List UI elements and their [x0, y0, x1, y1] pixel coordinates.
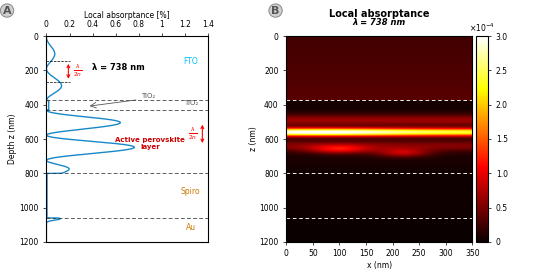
- X-axis label: x (nm): x (nm): [367, 261, 392, 270]
- Title: $\times10^{-4}$: $\times10^{-4}$: [469, 22, 495, 34]
- Y-axis label: Depth z (nm): Depth z (nm): [8, 114, 16, 164]
- Text: TiO₂: TiO₂: [141, 93, 156, 99]
- Title: Local absorptance: Local absorptance: [329, 9, 430, 19]
- Text: Au: Au: [186, 223, 196, 232]
- Text: B: B: [271, 6, 280, 16]
- Text: Spiro: Spiro: [181, 187, 200, 196]
- Text: $\frac{\lambda}{2n}$: $\frac{\lambda}{2n}$: [73, 63, 82, 80]
- Y-axis label: z (nm): z (nm): [249, 126, 258, 152]
- Text: Active perovskite
layer: Active perovskite layer: [115, 137, 185, 150]
- Text: FTO: FTO: [183, 56, 198, 66]
- Text: λ = 738 nm: λ = 738 nm: [92, 63, 144, 71]
- Text: A: A: [3, 6, 11, 16]
- Text: TiO₂: TiO₂: [183, 100, 198, 106]
- Text: $\frac{\lambda}{2n}$: $\frac{\lambda}{2n}$: [188, 126, 198, 142]
- X-axis label: Local absorptance [%]: Local absorptance [%]: [85, 11, 170, 20]
- Text: λ = 738 nm: λ = 738 nm: [353, 18, 406, 27]
